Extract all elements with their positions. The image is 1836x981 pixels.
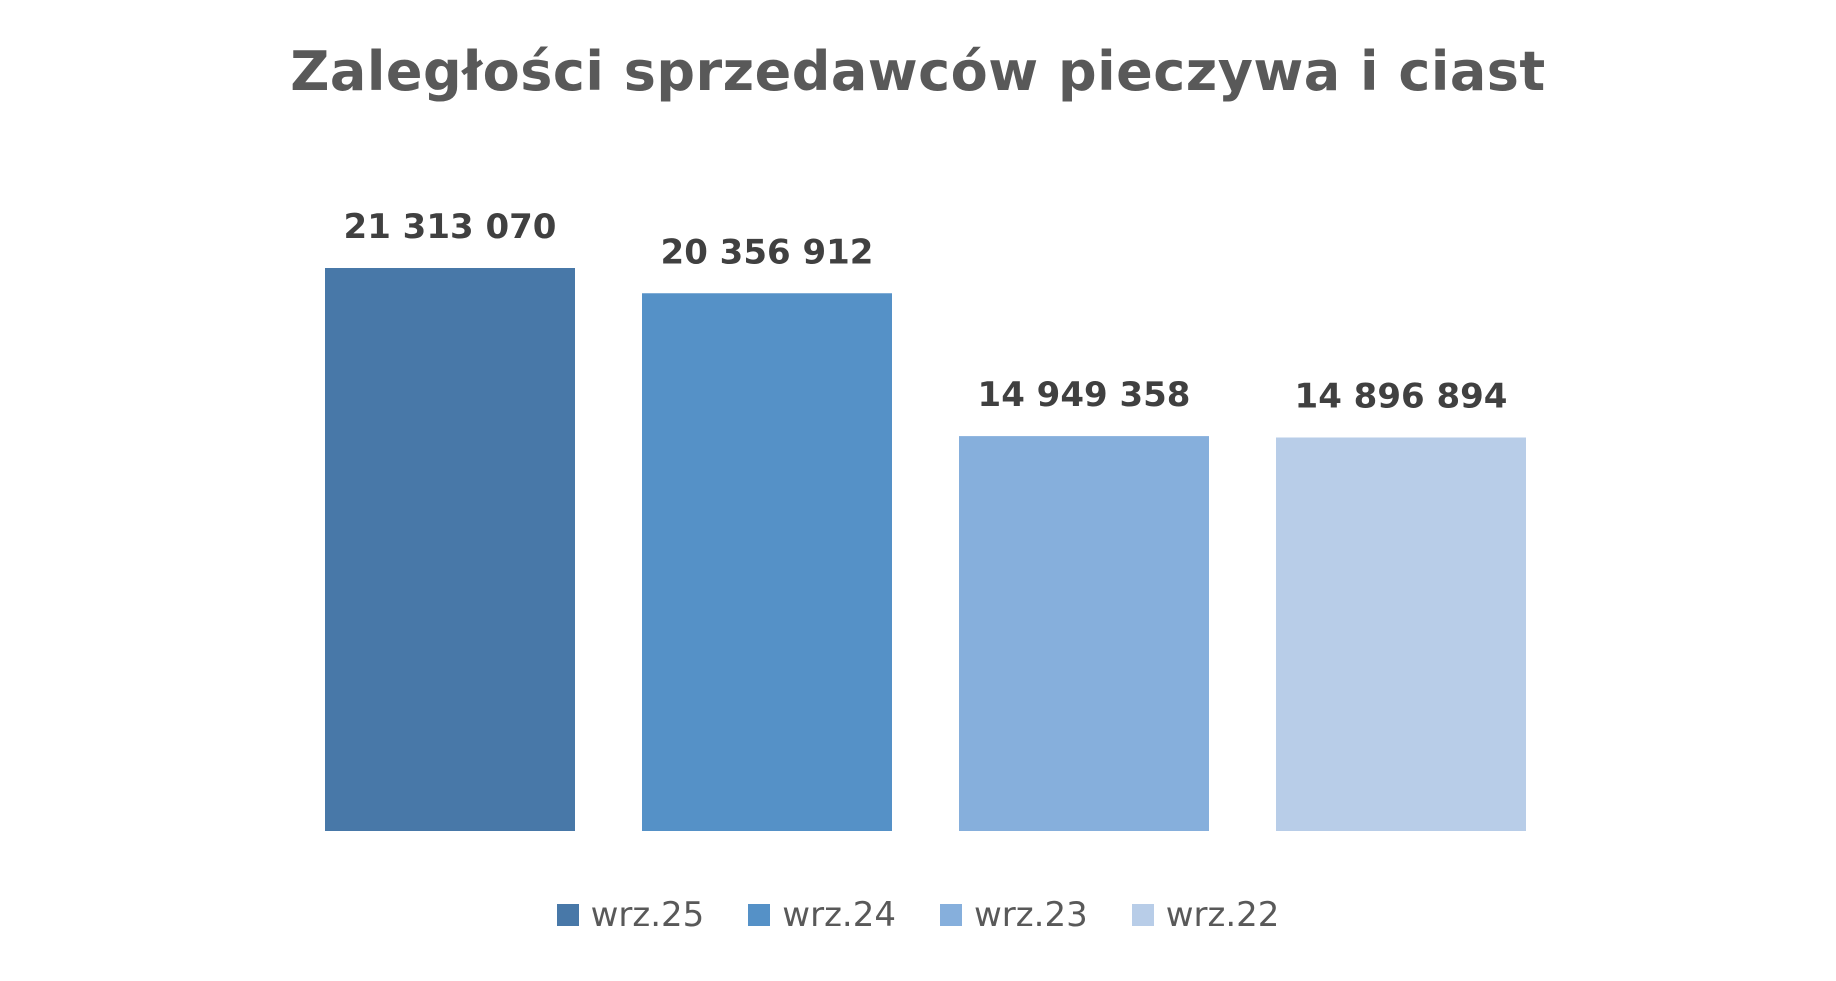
legend-swatch-wrz25 [556,904,579,926]
legend: wrz.25 wrz.24 wrz.23 wrz.22 [0,895,1836,935]
bar-wrz23 [959,436,1209,831]
bar-wrz22 [1276,437,1526,831]
data-label-wrz22: 14 896 894 [1295,376,1508,416]
data-labels-group: 21 313 070 20 356 912 14 949 358 14 896 894 [344,207,1508,416]
legend-label-wrz23: wrz.23 [974,895,1088,935]
legend-swatch-wrz22 [1131,904,1154,926]
legend-swatch-wrz24 [748,904,771,926]
legend-swatch-wrz23 [940,904,962,926]
legend-item-wrz25: wrz.25 [556,895,705,935]
data-label-wrz23: 14 949 358 [978,375,1191,415]
legend-item-wrz22: wrz.22 [1131,895,1280,935]
bar-wrz24 [642,293,892,832]
data-label-wrz24: 20 356 912 [661,232,874,272]
legend-item-wrz24: wrz.24 [748,895,896,935]
legend-label-wrz22: wrz.22 [1165,895,1280,935]
chart-title: Zaległości sprzedawców pieczywa i ciast [290,40,1546,103]
legend-label-wrz25: wrz.25 [590,895,705,935]
data-label-wrz25: 21 313 070 [344,207,557,247]
bar-wrz25 [325,268,575,831]
bars-group [325,268,1526,832]
legend-label-wrz24: wrz.24 [782,895,896,935]
legend-item-wrz23: wrz.23 [940,895,1088,935]
